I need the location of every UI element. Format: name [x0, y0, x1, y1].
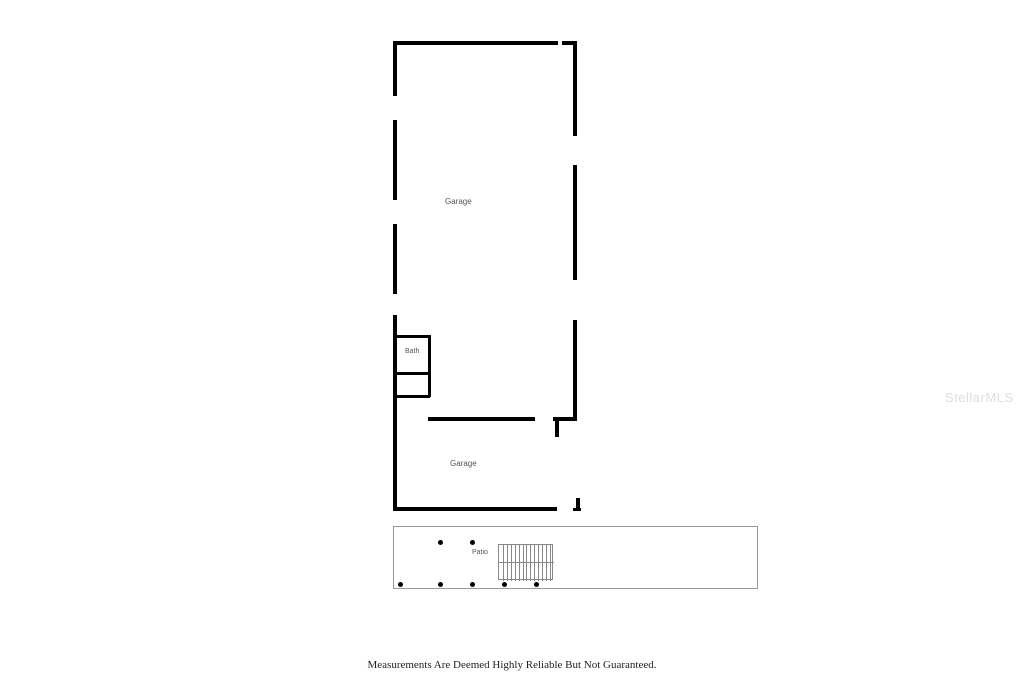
wall — [576, 498, 580, 511]
label-bath: Bath — [405, 348, 419, 355]
label-patio: Patio — [472, 549, 488, 556]
wall — [573, 165, 577, 280]
wall — [573, 41, 577, 136]
post-dot — [502, 582, 507, 587]
label-garage-lower: Garage — [450, 459, 477, 468]
post-dot — [438, 582, 443, 587]
post-dot — [470, 582, 475, 587]
wall — [393, 315, 397, 510]
post-dot — [534, 582, 539, 587]
wall — [393, 335, 430, 338]
wall — [393, 41, 397, 96]
post-dot — [470, 540, 475, 545]
patio-border — [393, 526, 758, 527]
label-garage-upper: Garage — [445, 197, 472, 206]
wall — [393, 120, 397, 200]
post-dot — [398, 582, 403, 587]
wall — [555, 417, 559, 437]
floorplan-canvas: Garage Bath Garage Patio Measurements Ar… — [0, 0, 1024, 682]
wall — [393, 507, 557, 511]
wall — [573, 320, 577, 420]
stairs — [498, 544, 553, 580]
watermark: StellarMLS — [945, 390, 1014, 405]
patio-border — [757, 526, 758, 589]
patio-border — [393, 588, 758, 589]
wall — [393, 224, 397, 294]
disclaimer-text: Measurements Are Deemed Highly Reliable … — [0, 659, 1024, 671]
patio-border — [393, 526, 394, 589]
wall — [393, 395, 430, 398]
wall — [393, 372, 430, 375]
wall — [393, 41, 558, 45]
wall — [428, 417, 535, 421]
post-dot — [438, 540, 443, 545]
wall — [428, 335, 431, 397]
